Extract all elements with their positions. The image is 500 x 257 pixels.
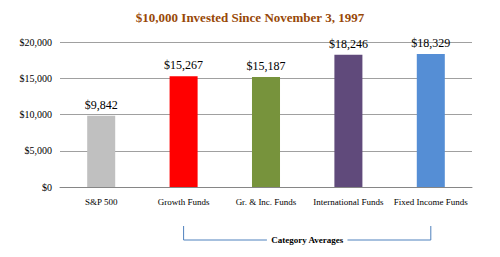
svg-text:$15,267: $15,267 <box>164 58 203 72</box>
svg-text:Category Averages: Category Averages <box>271 235 344 245</box>
svg-text:$9,842: $9,842 <box>85 98 118 112</box>
svg-text:$15,187: $15,187 <box>247 59 286 73</box>
svg-text:Gr. & Inc. Funds: Gr. & Inc. Funds <box>236 197 297 207</box>
svg-text:$18,329: $18,329 <box>411 36 450 50</box>
svg-text:$0: $0 <box>42 182 52 193</box>
svg-text:$15,000: $15,000 <box>20 73 53 84</box>
svg-text:$10,000: $10,000 <box>20 109 53 120</box>
svg-text:$10,000 Invested Since Novembe: $10,000 Invested Since November 3, 1997 <box>136 10 365 25</box>
svg-text:$20,000: $20,000 <box>20 37 53 48</box>
svg-text:$18,246: $18,246 <box>329 37 368 51</box>
svg-text:Growth Funds: Growth Funds <box>158 197 210 207</box>
svg-text:S&P 500: S&P 500 <box>85 197 118 207</box>
svg-text:$5,000: $5,000 <box>25 145 53 156</box>
svg-text:Fixed Income Funds: Fixed Income Funds <box>394 197 468 207</box>
svg-text:International Funds: International Funds <box>313 197 384 207</box>
